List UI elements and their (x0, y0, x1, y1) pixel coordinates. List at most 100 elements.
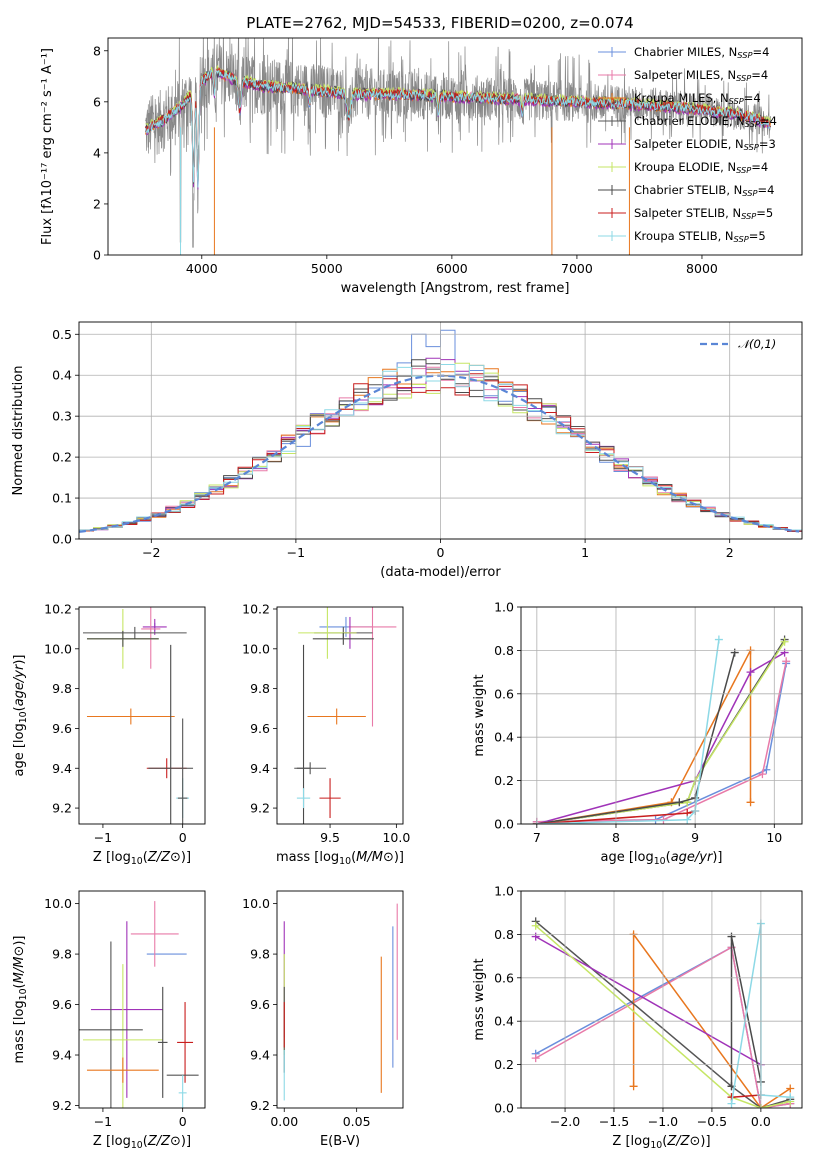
y-tick-label: 0.0 (494, 1101, 514, 1116)
spectrum-legend: Chabrier MILES, NSSP=4 Salpeter MILES, NS… (598, 45, 777, 244)
y-tick-label: 9.6 (52, 721, 72, 736)
y-tick-label: 9.6 (250, 721, 270, 736)
axes-ebv-mass: 0.00 0.05 9.2 9.4 9.6 9.8 10.0 E(B-V) (242, 890, 404, 1149)
y-tick-label: 0.3 (52, 409, 72, 424)
y-tick-label: 9.2 (52, 801, 72, 816)
x-tick-label: 2 (726, 545, 734, 560)
y-tick-label: 0.2 (494, 773, 514, 788)
legend-entry: Kroupa STELIB, NSSP=5 (634, 229, 766, 244)
normal-curve (79, 374, 800, 533)
mass-weight-marker (727, 932, 736, 941)
mass-weight-marker (683, 815, 692, 824)
mass-weight-marker (730, 648, 739, 657)
mass-weight-marker (782, 657, 791, 666)
y-tick-label: 6 (93, 94, 101, 109)
x-tick-label: 0 (179, 1114, 187, 1129)
mass-weight-line (731, 1094, 761, 1098)
x-tick-label: −1.5 (599, 1114, 629, 1129)
mass-weight-marker (786, 1093, 795, 1102)
axes-mass-age: 9.5 10.0 9.2 9.4 9.6 9.8 10.0 10.2 mass [log10(M… (242, 601, 410, 866)
axes-frame (78, 890, 206, 1109)
axes-frame (78, 321, 803, 540)
mass-weight-marker (714, 635, 723, 644)
y-tick-label: 0.5 (52, 327, 72, 342)
legend-entry: Kroupa MILES, NSSP=4 (634, 91, 761, 106)
x-tick-label: −1 (287, 545, 305, 560)
mass-weight-marker (629, 1082, 638, 1091)
x-tick-label: 6000 (436, 261, 468, 276)
legend-entry: Chabrier ELODIE, NSSP=4 (634, 114, 777, 129)
y-tick-label: 10.2 (242, 601, 270, 616)
x-tick-label: 7000 (561, 261, 593, 276)
x-tick-label: 7 (533, 830, 541, 845)
mass-weight-marker (746, 798, 755, 807)
x-axis-label: Z [log10(Z/Z⊙)] (612, 1134, 710, 1151)
y-tick-label: 9.4 (52, 1048, 72, 1063)
mass-weight-marker (531, 1054, 540, 1063)
y-tick-label: 0.8 (494, 643, 514, 658)
legend-entry: Kroupa ELODIE, NSSP=4 (634, 160, 768, 175)
axes-Z-age: −1 0 9.2 9.4 9.6 9.8 10.0 10.2 Z [log10(Z/Z⊙)] ag… (12, 601, 206, 867)
x-tick-label: 5000 (311, 261, 343, 276)
plot-area-ebv-mass (283, 903, 398, 1101)
x-tick-label: 8000 (686, 261, 718, 276)
x-tick-label: 10 (766, 830, 782, 845)
x-axis-label: E(B-V) (320, 1134, 360, 1149)
x-tick-label: 10.0 (382, 830, 410, 845)
legend-entry: 𝒩(0,1) (738, 337, 776, 351)
axes-spectrum: 4000 5000 6000 7000 8000 0 2 4 6 8 wavelength [Ang… (40, 37, 803, 296)
plot-area-Z-age (82, 607, 194, 824)
y-axis-label: age [log10(age/yr)] (12, 654, 29, 776)
axes-frame (520, 606, 803, 825)
x-axis-label: Z [log10(Z/Z⊙)] (93, 1134, 191, 1151)
y-axis-label: mass weight (472, 958, 487, 1040)
legend-entry: Salpeter MILES, NSSP=4 (634, 68, 768, 83)
y-tick-label: 4 (93, 145, 101, 160)
plot-area-Z-mass (79, 901, 199, 1108)
y-tick-label: 0.4 (494, 730, 514, 745)
y-tick-label: 10.2 (44, 601, 72, 616)
y-tick-label: 9.2 (52, 1098, 72, 1113)
x-tick-label: −0.5 (697, 1114, 727, 1129)
y-tick-label: 1.0 (494, 600, 514, 615)
y-tick-label: 10.0 (242, 896, 270, 911)
y-tick-label: 10.0 (44, 641, 72, 656)
axes-frame (276, 890, 404, 1109)
mass-weight-marker (675, 798, 684, 807)
y-tick-label: 9.8 (250, 681, 270, 696)
plot-area-spectrum (145, 38, 772, 255)
mass-weight-marker (531, 932, 540, 941)
y-tick-label: 9.6 (52, 997, 72, 1012)
y-tick-label: 9.4 (250, 1048, 270, 1063)
mass-weight-marker (786, 1084, 795, 1093)
mass-weight-line (536, 641, 786, 824)
x-tick-label: −1 (94, 830, 112, 845)
y-tick-label: 9.8 (52, 947, 72, 962)
y-tick-label: 0.2 (494, 1057, 514, 1072)
legend-entry: Salpeter STELIB, NSSP=5 (634, 206, 773, 221)
y-tick-label: 0.4 (494, 1014, 514, 1029)
y-tick-label: 0.1 (52, 491, 72, 506)
mass-weight-marker (531, 921, 540, 930)
x-axis-label: wavelength [Angstrom, rest frame] (341, 281, 570, 296)
legend-entry: Chabrier STELIB, NSSP=4 (634, 183, 774, 198)
x-tick-label: −1.0 (648, 1114, 678, 1129)
legend-entry: Salpeter ELODIE, NSSP=3 (634, 137, 776, 152)
x-tick-label: 0.05 (343, 1114, 371, 1129)
mass-weight-line (536, 639, 720, 824)
mass-weight-line (535, 920, 791, 1108)
x-tick-label: 0 (437, 545, 445, 560)
axes-frame (276, 606, 404, 825)
x-tick-label: −2.0 (550, 1114, 580, 1129)
x-tick-label: 8 (612, 830, 620, 845)
mass-weight-line (536, 661, 787, 823)
mass-weight-line (536, 639, 786, 824)
x-tick-label: 0 (179, 830, 187, 845)
y-tick-label: 9.4 (52, 761, 72, 776)
mass-weight-line (536, 651, 785, 824)
mass-weight-line (536, 663, 787, 823)
mass-weight-line (536, 652, 736, 824)
y-axis-label: Normed distribution (11, 366, 26, 496)
mass-weight-line (535, 925, 791, 1108)
